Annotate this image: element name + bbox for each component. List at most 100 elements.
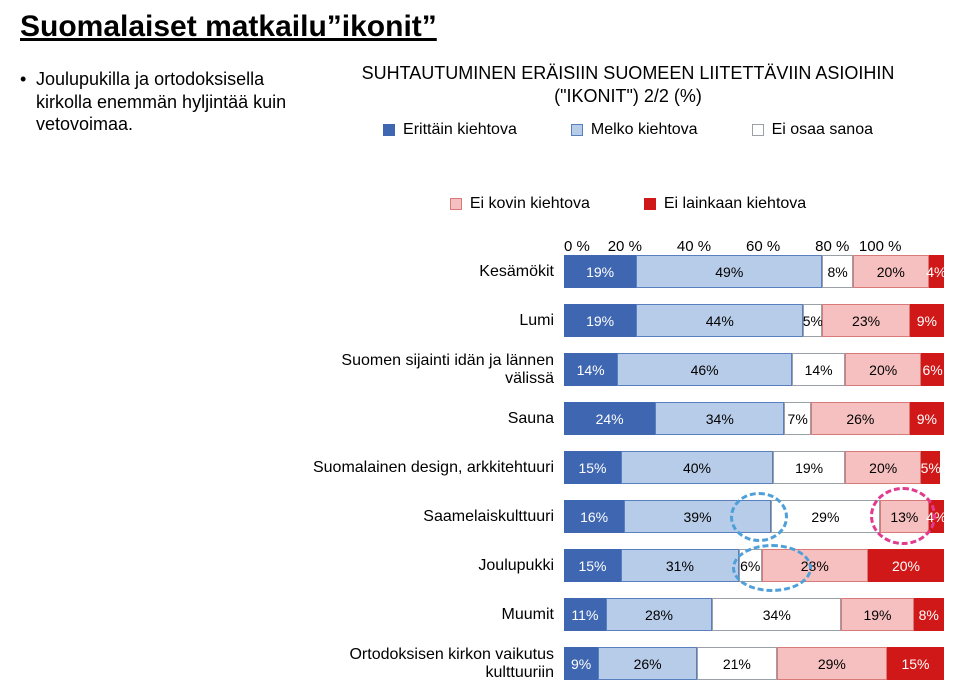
legend-item: Erittäin kiehtova (383, 121, 517, 139)
bar-segment: 19% (564, 304, 636, 337)
bullet-marker: • (20, 68, 36, 136)
bullet-column: • Joulupukilla ja ortodoksisella kirkoll… (20, 62, 312, 136)
bars-container: Kesämökit19%49%8%20%4%Lumi19%44%5%23%9%S… (312, 255, 944, 696)
legend-label: Melko kiehtova (591, 121, 698, 139)
bar-segment: 28% (606, 598, 712, 631)
bar-segment: 28% (762, 549, 868, 582)
bar-segment: 14% (564, 353, 617, 386)
bar-segment: 9% (564, 647, 598, 680)
bar-segment: 34% (655, 402, 784, 435)
row-label: Ortodoksisen kirkon vaikutus kulttuuriin (312, 646, 564, 681)
legend-swatch (571, 124, 583, 136)
row-label: Muumit (312, 606, 564, 624)
bar-segment: 7% (784, 402, 811, 435)
legend-label: Ei lainkaan kiehtova (664, 195, 806, 213)
bar-segment: 44% (636, 304, 803, 337)
bar-segment: 26% (598, 647, 697, 680)
legend-swatch (383, 124, 395, 136)
chart-legend: Erittäin kiehtova Melko kiehtova Ei osaa s… (312, 121, 944, 213)
stacked-bar: 19%44%5%23%9% (564, 304, 944, 337)
stacked-bar: 14%46%14%20%6% (564, 353, 944, 386)
x-axis-tick: 20 % (608, 238, 642, 255)
legend-item: Melko kiehtova (571, 121, 698, 139)
bar-segment: 31% (621, 549, 739, 582)
bar-segment: 20% (845, 353, 921, 386)
bar-segment: 5% (921, 451, 940, 484)
legend-swatch (450, 198, 462, 210)
row-label: Kesämökit (312, 263, 564, 281)
legend-label: Ei kovin kiehtova (470, 195, 590, 213)
bar-segment: 8% (822, 255, 852, 288)
x-axis-tick: 80 % (815, 238, 849, 255)
stacked-bar: 24%34%7%26%9% (564, 402, 944, 435)
bar-segment: 5% (803, 304, 822, 337)
bar-plot: 11%28%34%19%8% (564, 598, 944, 631)
stacked-bar: 15%31%6%28%20% (564, 549, 944, 582)
bar-segment: 14% (792, 353, 845, 386)
row-label: Lumi (312, 312, 564, 330)
bar-segment: 20% (845, 451, 921, 484)
x-axis-tick: 60 % (746, 238, 780, 255)
bar-segment: 19% (841, 598, 913, 631)
bar-segment: 23% (822, 304, 909, 337)
legend-swatch (752, 124, 764, 136)
stacked-bar: 9%26%21%29%15% (564, 647, 944, 680)
bar-segment: 15% (564, 549, 621, 582)
bullet-item: • Joulupukilla ja ortodoksisella kirkoll… (20, 68, 300, 136)
x-axis-ticks: 0 %20 %40 %60 %80 %100 % (564, 238, 944, 255)
bar-segment: 26% (811, 402, 910, 435)
legend-swatch (644, 198, 656, 210)
chart-title: SUHTAUTUMINEN ERÄISIIN SUOMEEN LIITETTÄV… (312, 62, 944, 107)
bar-segment: 6% (921, 353, 944, 386)
bar-segment: 20% (868, 549, 944, 582)
bar-row: Lumi19%44%5%23%9% (312, 304, 944, 337)
bar-segment: 6% (739, 549, 762, 582)
bar-segment: 19% (773, 451, 845, 484)
page-root: Suomalaiset matkailu”ikonit” • Joulupuki… (0, 0, 960, 670)
bar-segment: 15% (564, 451, 621, 484)
legend-item: Ei osaa sanoa (752, 121, 873, 139)
bar-row: Saamelaiskulttuuri16%39%29%13%4% (312, 500, 944, 533)
chart-area: 0 %20 %40 %60 %80 %100 % Kesämökit19%49%… (312, 231, 944, 696)
bar-plot: 19%49%8%20%4% (564, 255, 944, 288)
bar-plot: 14%46%14%20%6% (564, 353, 944, 386)
bar-segment: 13% (880, 500, 929, 533)
row-label: Suomalainen design, arkkitehtuuri (312, 459, 564, 477)
x-axis-tick: 0 % (564, 238, 590, 255)
bar-segment: 19% (564, 255, 636, 288)
bullet-text: Joulupukilla ja ortodoksisella kirkolla … (36, 68, 300, 136)
bar-row: Joulupukki15%31%6%28%20% (312, 549, 944, 582)
bar-segment: 20% (853, 255, 929, 288)
bar-plot: 9%26%21%29%15% (564, 647, 944, 680)
legend-label: Erittäin kiehtova (403, 121, 517, 139)
bar-segment: 49% (636, 255, 822, 288)
bar-row: Kesämökit19%49%8%20%4% (312, 255, 944, 288)
bar-segment: 40% (621, 451, 773, 484)
bar-row: Suomen sijainti idän ja lännen välissä14… (312, 353, 944, 386)
bar-segment: 4% (929, 500, 944, 533)
bar-segment: 46% (617, 353, 792, 386)
legend-item: Ei lainkaan kiehtova (644, 195, 806, 213)
x-axis-row: 0 %20 %40 %60 %80 %100 % (312, 231, 944, 255)
row-label: Saamelaiskulttuuri (312, 508, 564, 526)
stacked-bar: 11%28%34%19%8% (564, 598, 944, 631)
bar-segment: 8% (914, 598, 944, 631)
chart-title-line1: SUHTAUTUMINEN ERÄISIIN SUOMEEN LIITETTÄV… (312, 62, 944, 85)
row-label: Joulupukki (312, 557, 564, 575)
legend-label: Ei osaa sanoa (772, 121, 873, 139)
x-axis-tick: 40 % (677, 238, 711, 255)
bar-row: Sauna24%34%7%26%9% (312, 402, 944, 435)
bar-row: Muumit11%28%34%19%8% (312, 598, 944, 631)
bar-segment: 4% (929, 255, 944, 288)
bar-segment: 9% (910, 304, 944, 337)
bar-segment: 34% (712, 598, 841, 631)
bar-plot: 15%40%19%20%5% (564, 451, 944, 484)
bar-segment: 29% (771, 500, 880, 533)
bar-row: Suomalainen design, arkkitehtuuri15%40%1… (312, 451, 944, 484)
bar-plot: 24%34%7%26%9% (564, 402, 944, 435)
chart-title-line2: ("IKONIT") 2/2 (%) (312, 85, 944, 108)
row-label: Sauna (312, 410, 564, 428)
content-row: • Joulupukilla ja ortodoksisella kirkoll… (20, 62, 940, 696)
bar-plot: 16%39%29%13%4% (564, 500, 944, 533)
bar-segment: 24% (564, 402, 655, 435)
